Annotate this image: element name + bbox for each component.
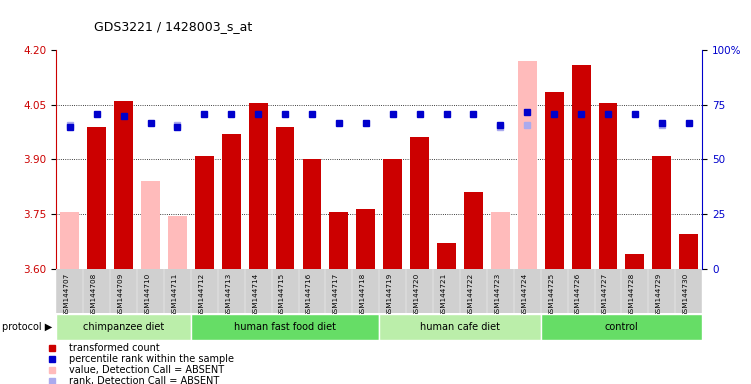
Bar	[60, 212, 79, 269]
Text: GSM144711: GSM144711	[171, 272, 177, 316]
Text: GSM144725: GSM144725	[548, 272, 554, 316]
Text: human fast food diet: human fast food diet	[234, 322, 336, 332]
Text: GSM144720: GSM144720	[414, 272, 420, 316]
Text: GSM144722: GSM144722	[467, 272, 473, 316]
Text: GSM144719: GSM144719	[387, 272, 393, 316]
Bar	[87, 127, 106, 269]
Bar	[168, 216, 187, 269]
Text: GSM144707: GSM144707	[64, 272, 70, 316]
Bar	[330, 212, 348, 269]
Text: value, Detection Call = ABSENT: value, Detection Call = ABSENT	[68, 365, 224, 375]
Bar	[276, 127, 294, 269]
Text: chimpanzee diet: chimpanzee diet	[83, 322, 164, 332]
Bar	[626, 254, 644, 269]
Bar	[222, 134, 240, 269]
Text: GSM144708: GSM144708	[91, 272, 97, 316]
Bar	[114, 101, 133, 269]
Text: GSM144730: GSM144730	[683, 272, 689, 316]
Text: control: control	[605, 322, 638, 332]
Bar	[518, 61, 537, 269]
Text: GSM144717: GSM144717	[333, 272, 339, 316]
Text: GSM144718: GSM144718	[360, 272, 366, 316]
Text: GSM144726: GSM144726	[575, 272, 581, 316]
Bar	[464, 192, 483, 269]
Text: GSM144724: GSM144724	[521, 272, 527, 316]
Bar	[680, 234, 698, 269]
Bar	[491, 212, 510, 269]
Bar	[195, 156, 214, 269]
Text: rank, Detection Call = ABSENT: rank, Detection Call = ABSENT	[68, 376, 219, 384]
Bar	[572, 65, 590, 269]
Bar	[653, 179, 671, 269]
Bar	[383, 159, 402, 269]
Text: GSM144721: GSM144721	[441, 272, 447, 316]
Bar	[544, 92, 563, 269]
Bar	[191, 314, 379, 340]
Text: GSM144709: GSM144709	[118, 272, 124, 316]
Text: GSM144729: GSM144729	[656, 272, 662, 316]
Text: GSM144713: GSM144713	[225, 272, 231, 316]
Text: GSM144710: GSM144710	[144, 272, 150, 316]
Text: human cafe diet: human cafe diet	[420, 322, 500, 332]
Text: transformed count: transformed count	[68, 343, 159, 353]
Bar	[653, 156, 671, 269]
Text: protocol ▶: protocol ▶	[2, 322, 53, 332]
Text: GSM144712: GSM144712	[198, 272, 204, 316]
Text: GSM144723: GSM144723	[494, 272, 500, 316]
Text: GSM144714: GSM144714	[252, 272, 258, 316]
Bar	[56, 314, 191, 340]
Bar	[357, 209, 376, 269]
Text: GDS3221 / 1428003_s_at: GDS3221 / 1428003_s_at	[94, 20, 252, 33]
Bar	[379, 314, 541, 340]
Text: GSM144727: GSM144727	[602, 272, 608, 316]
Text: GSM144728: GSM144728	[629, 272, 635, 316]
Bar	[437, 243, 456, 269]
Bar	[599, 103, 617, 269]
Bar	[541, 314, 702, 340]
Bar	[141, 181, 160, 269]
Text: GSM144716: GSM144716	[306, 272, 312, 316]
Bar	[410, 137, 429, 269]
Bar	[303, 159, 321, 269]
Text: percentile rank within the sample: percentile rank within the sample	[68, 354, 234, 364]
Text: GSM144715: GSM144715	[279, 272, 285, 316]
Bar	[249, 103, 267, 269]
